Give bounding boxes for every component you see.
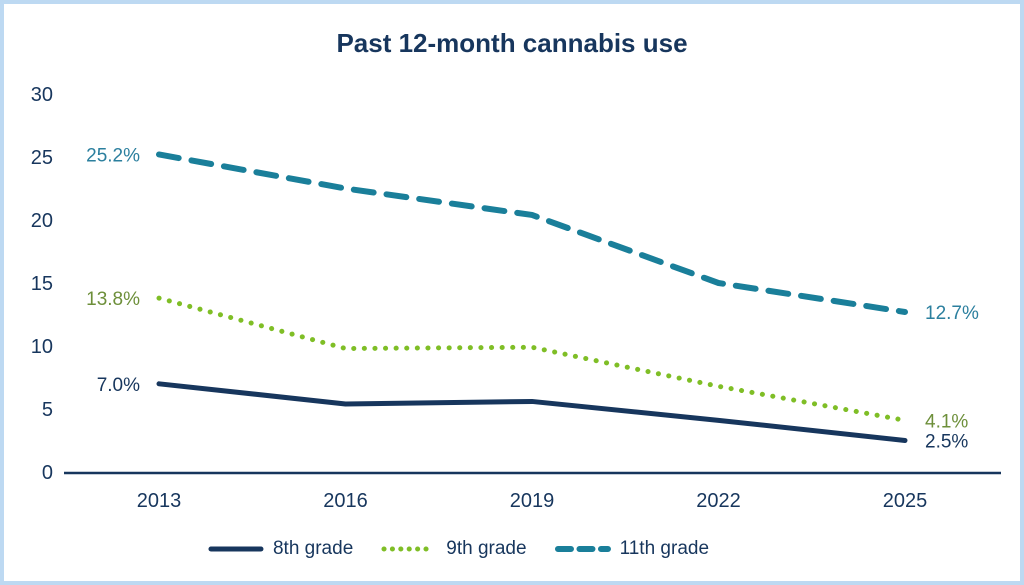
x-tick-label: 2022 [696,490,741,512]
data-label-first: 25.2% [86,145,140,166]
legend-item-8th-grade: 8th grade [207,538,353,560]
legend-dashed-line-sample [554,546,611,552]
legend-dotted-line-sample [381,546,437,552]
legend-solid-line-sample [208,546,264,552]
x-tick-label: 2025 [883,490,928,512]
data-label-last: 4.1% [925,411,968,432]
y-tick-label: 15 [31,273,53,295]
y-tick-label: 30 [31,84,53,106]
series-line-dashed [156,151,908,315]
chart-legend: 8th grade 9th grade 11th grade [207,538,709,560]
legend-label-9th-grade: 9th grade [446,538,527,559]
x-tick-label: 2013 [137,490,182,512]
data-label-last: 12.7% [925,303,979,324]
legend-item-9th-grade: 9th grade [380,538,527,560]
y-tick-label: 20 [31,210,53,232]
y-tick-label: 25 [31,147,53,169]
y-tick-label: 0 [42,462,53,484]
chart-title: Past 12-month cannabis use [336,28,688,58]
legend-label-11th-grade: 11th grade [619,538,710,559]
legend-item-11th-grade: 11th grade [554,538,709,560]
y-tick-label: 10 [31,336,53,358]
y-tick-label: 5 [42,399,53,421]
x-tick-label: 2019 [510,490,555,512]
series-line-solid [156,381,908,443]
series-line-dotted [156,295,908,423]
legend-label-8th-grade: 8th grade [272,538,354,559]
data-label-last: 2.5% [925,432,968,453]
x-tick-label: 2016 [323,490,368,512]
data-label-first: 13.8% [86,289,140,310]
data-label-first: 7.0% [97,375,140,396]
